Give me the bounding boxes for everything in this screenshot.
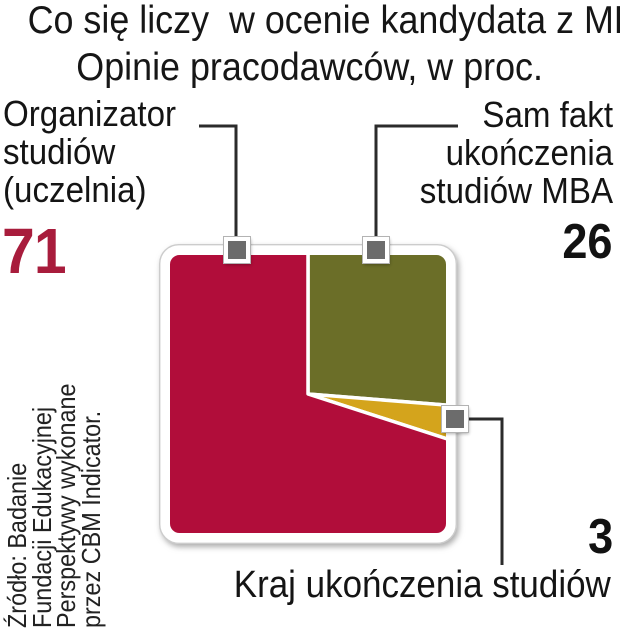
callout-organizator-line2: studiów — [3, 131, 116, 172]
chart-frame — [159, 244, 457, 544]
square-pie-svg — [158, 243, 458, 545]
pie-segments — [166, 251, 450, 537]
square-pie-chart — [158, 243, 458, 545]
callout-sam-fakt-line2: ukończenia — [445, 132, 613, 173]
source-line4: przez CBM Indicator. — [75, 410, 106, 628]
chart-title: Co się liczy w ocenie kandydata z MBA — [0, 0, 620, 43]
value-organizator: 71 — [2, 215, 67, 287]
callout-sam-fakt-label: Sam fakt ukończenia studiów MBA — [403, 96, 613, 210]
source-note: Źródło: Badanie Fundacji Edukacyjnej Per… — [2, 356, 106, 628]
chart-frame-outline — [158, 243, 458, 545]
callout-kraj-label: Kraj ukończenia studiów — [234, 564, 611, 606]
pie-segment-0 — [166, 251, 450, 537]
chart-subtitle: Opinie pracodawców, w proc. — [0, 46, 620, 90]
callout-organizator-line3: (uczelnia) — [3, 169, 147, 210]
value-kraj: 3 — [587, 510, 613, 564]
callout-sam-fakt-line3: studiów MBA — [419, 170, 613, 211]
connector-organizator — [199, 124, 238, 242]
callout-organizator-label: Organizator studiów (uczelnia) — [3, 95, 191, 209]
connector-kraj — [466, 417, 504, 565]
pie-segment-1 — [306, 251, 450, 408]
segment-handle-sam-fakt — [362, 236, 390, 264]
callout-sam-fakt-line1: Sam fakt — [482, 94, 613, 135]
chart-title-text: Co się liczy w ocenie kandydata z MBA — [27, 0, 620, 42]
segment-handle-kraj — [441, 405, 469, 433]
callout-organizator-line1: Organizator — [3, 93, 177, 134]
chart-subtitle-text: Opinie pracodawców, w proc. — [76, 46, 544, 89]
segment-handle-organizator — [223, 236, 251, 264]
value-sam-fakt: 26 — [562, 215, 613, 269]
